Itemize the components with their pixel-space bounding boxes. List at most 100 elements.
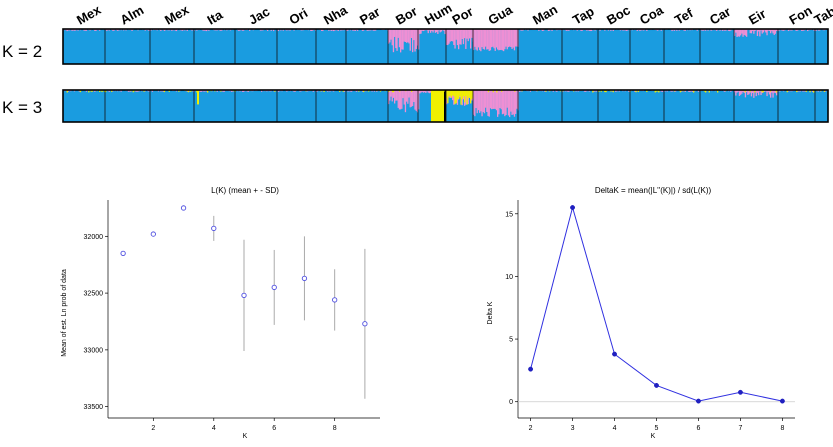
ancestry-strip xyxy=(196,90,198,93)
ancestry-strip xyxy=(454,29,456,49)
ancestry-strip xyxy=(506,90,508,108)
ancestry-strip xyxy=(196,29,198,31)
ancestry-strip xyxy=(545,90,547,92)
ancestry-strip xyxy=(474,29,476,47)
ancestry-strip xyxy=(433,90,436,93)
ancestry-strip xyxy=(460,90,462,105)
ancestry-strip xyxy=(501,90,503,92)
ancestry-strip xyxy=(192,90,194,92)
ancestry-strip xyxy=(373,29,376,31)
ancestry-strip xyxy=(529,90,532,92)
ancestry-strip xyxy=(823,90,826,92)
ancestry-strip xyxy=(311,29,313,31)
y-tick-label: 32500 xyxy=(84,291,104,298)
ancestry-strip xyxy=(277,29,280,32)
data-point xyxy=(211,225,217,232)
ancestry-strip xyxy=(412,29,414,53)
ancestry-strip xyxy=(413,90,415,103)
ancestry-strip xyxy=(715,29,718,31)
population-label: Coa xyxy=(637,2,666,28)
ancestry-strip xyxy=(175,29,178,32)
ancestry-strip xyxy=(519,90,521,92)
ancestry-strip xyxy=(552,90,554,92)
ancestry-strip xyxy=(222,90,224,92)
ancestry-strip xyxy=(565,29,568,31)
ancestry-strip xyxy=(112,29,114,31)
ancestry-strip xyxy=(293,29,295,31)
ancestry-strip xyxy=(401,29,403,50)
ancestry-strip xyxy=(444,29,446,35)
ancestry-strip xyxy=(678,29,680,31)
ancestry-strip xyxy=(811,90,814,92)
ancestry-strip xyxy=(163,90,166,93)
ancestry-strip xyxy=(355,90,358,92)
ancestry-strip xyxy=(660,90,662,92)
ancestry-strip xyxy=(466,90,468,105)
ancestry-strip xyxy=(186,29,188,31)
deltak-plot: DeltaK = mean(|L''(K)|) / sd(L(K)) K Del… xyxy=(487,186,795,440)
ancestry-strip xyxy=(802,29,804,31)
ancestry-strip xyxy=(591,29,593,32)
ancestry-strip xyxy=(247,90,250,92)
ancestry-strip xyxy=(505,90,507,115)
ancestry-strip xyxy=(765,29,767,33)
ancestry-strip xyxy=(494,90,496,109)
ancestry-strip xyxy=(203,29,205,31)
ancestry-strip xyxy=(392,29,395,53)
ancestry-strip xyxy=(776,90,778,96)
x-tick-label: 8 xyxy=(780,425,784,432)
ancestry-strip xyxy=(216,90,218,92)
ancestry-strip xyxy=(768,29,771,31)
ancestry-strip xyxy=(403,29,405,42)
ancestry-strip xyxy=(108,90,110,92)
ancestry-strip xyxy=(612,90,614,93)
ancestry-strip xyxy=(749,90,751,93)
ancestry-strip xyxy=(485,90,487,108)
ancestry-strip xyxy=(773,29,775,35)
ancestry-strip xyxy=(446,29,448,45)
x-tick-label: 2 xyxy=(151,425,155,432)
ancestry-strip xyxy=(635,90,637,93)
ancestry-strip xyxy=(277,90,280,92)
data-point xyxy=(654,382,659,388)
ancestry-strip xyxy=(705,29,707,31)
ancestry-strip xyxy=(452,29,454,42)
ancestry-strip xyxy=(79,90,82,93)
k3-label: K = 3 xyxy=(2,98,42,117)
ancestry-strip xyxy=(654,90,656,93)
ancestry-strip xyxy=(783,29,785,31)
ancestry-strip xyxy=(312,90,314,92)
ancestry-strip xyxy=(66,29,68,32)
ancestry-strip xyxy=(396,90,398,101)
ancestry-strip xyxy=(741,90,743,94)
ancestry-strip xyxy=(753,90,755,98)
data-point xyxy=(612,351,617,357)
ancestry-strip xyxy=(394,90,396,104)
ancestry-strip xyxy=(127,90,130,92)
ancestry-strip xyxy=(684,29,686,31)
ancestry-strip xyxy=(755,90,757,97)
ancestry-strip xyxy=(729,29,731,32)
ancestry-strip xyxy=(743,90,745,93)
ancestry-strip xyxy=(412,90,414,107)
ancestry-strip xyxy=(427,90,429,93)
ancestry-strip xyxy=(316,90,318,92)
ancestry-strip xyxy=(419,29,421,35)
ancestry-strip xyxy=(516,29,518,47)
ancestry-strip xyxy=(510,90,512,112)
ancestry-strip xyxy=(486,29,488,50)
ancestry-strip xyxy=(103,90,106,92)
ancestry-strip xyxy=(801,29,803,31)
ancestry-strip xyxy=(495,29,498,48)
bar-background xyxy=(63,29,828,64)
ancestry-strip xyxy=(323,90,325,92)
ancestry-strip xyxy=(625,29,628,31)
ancestry-strip xyxy=(747,90,749,95)
lk-plot: L(K) (mean + - SD) K Mean of est. Ln pro… xyxy=(61,186,380,440)
ancestry-strip xyxy=(770,29,772,34)
ancestry-strip xyxy=(396,29,398,51)
ancestry-strip xyxy=(94,29,96,31)
ancestry-strip xyxy=(771,29,773,32)
ancestry-strip xyxy=(391,29,393,46)
ancestry-strip xyxy=(740,29,742,36)
